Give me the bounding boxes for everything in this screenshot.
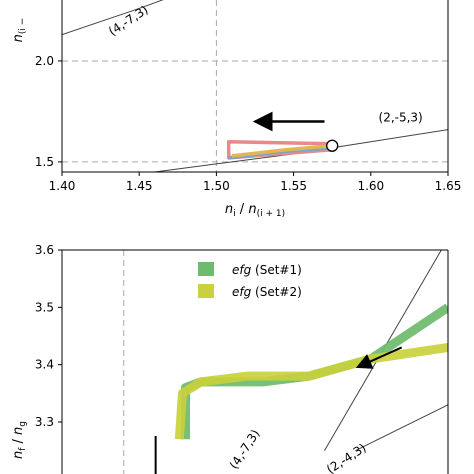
y-axis-label: n(i −: [11, 18, 28, 43]
y-tick-label: 3.5: [35, 300, 54, 314]
x-tick-label: 1.40: [49, 179, 76, 193]
legend-label: efg (Set#2): [232, 285, 302, 299]
y-tick-label: 3.4: [35, 358, 54, 372]
legend-label: efg (Set#1): [232, 263, 302, 277]
data-series-line: [231, 144, 333, 158]
panel-top: (4,-7,3) (2,-5,3) 1.40 1.45 1.50 1.55 1.60 1.65…: [11, 0, 461, 219]
legend-swatch: [198, 284, 214, 298]
curve-line: [62, 0, 164, 36]
y-tick-label: 3.6: [35, 243, 54, 257]
y-tick-label: 1.5: [35, 155, 54, 169]
curve-line: [355, 404, 448, 452]
y-tick-label: 2.0: [35, 54, 54, 68]
x-tick-label: 1.55: [280, 179, 307, 193]
curve-annotation: (2,-5,3): [379, 111, 423, 125]
x-tick-label: 1.65: [435, 179, 462, 193]
curve-annotation: (4,-7,3): [106, 3, 151, 39]
y-tick-label: 3.3: [35, 415, 54, 429]
legend-swatch: [198, 262, 214, 276]
y-axis-label: nf / ng: [11, 421, 28, 459]
curve-line: [150, 129, 448, 172]
panel-bottom: (4,-7,3) (2,-4,3) efg (Set#1) efg (Set#2) 3.…: [11, 243, 449, 474]
end-marker: [326, 139, 339, 152]
x-tick-label: 1.60: [357, 179, 384, 193]
x-tick-label: 1.45: [126, 179, 153, 193]
curve-annotation: (4,-7,3): [227, 427, 263, 472]
curve-annotation: (2,-4,3): [324, 441, 369, 474]
top-plot-area: (4,-7,3) (2,-5,3): [62, 0, 448, 172]
data-series-line: [227, 139, 333, 160]
x-axis-label: ni / n(i + 1): [225, 202, 285, 219]
x-tick-label: 1.50: [203, 179, 230, 193]
legend: efg (Set#1) efg (Set#2): [198, 262, 302, 299]
direction-arrow: [355, 346, 403, 369]
data-series-band: [174, 343, 448, 440]
